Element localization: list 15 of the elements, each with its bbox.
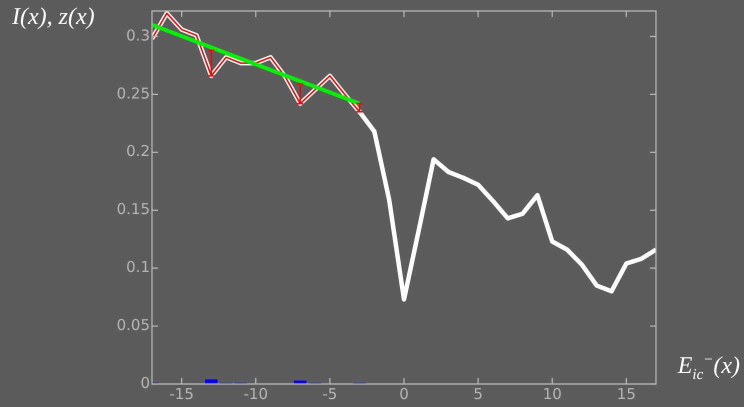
y-tick-label: 0.05 (116, 316, 150, 334)
y-tick-label: 0.15 (116, 200, 150, 218)
y-tick-label: 0.3 (126, 26, 150, 44)
x-tick-label: 5 (473, 384, 483, 403)
y-axis-title: I(x), z(x) (12, 4, 95, 31)
y-tick-label: 0.25 (116, 84, 150, 102)
x-axis-title: E$_{ic}$$^{−}$(x) (678, 352, 740, 384)
x-tick-label: -15 (169, 384, 194, 403)
x-tick-label: -5 (322, 384, 338, 403)
x-tick-label: 10 (542, 384, 562, 403)
y-tick-label: 0.2 (126, 142, 150, 160)
x-tick-label: 15 (616, 384, 636, 403)
x-tick-label: -10 (244, 384, 268, 403)
y-tick-label: 0.1 (126, 258, 150, 276)
x-tick-label: 0 (399, 384, 409, 403)
